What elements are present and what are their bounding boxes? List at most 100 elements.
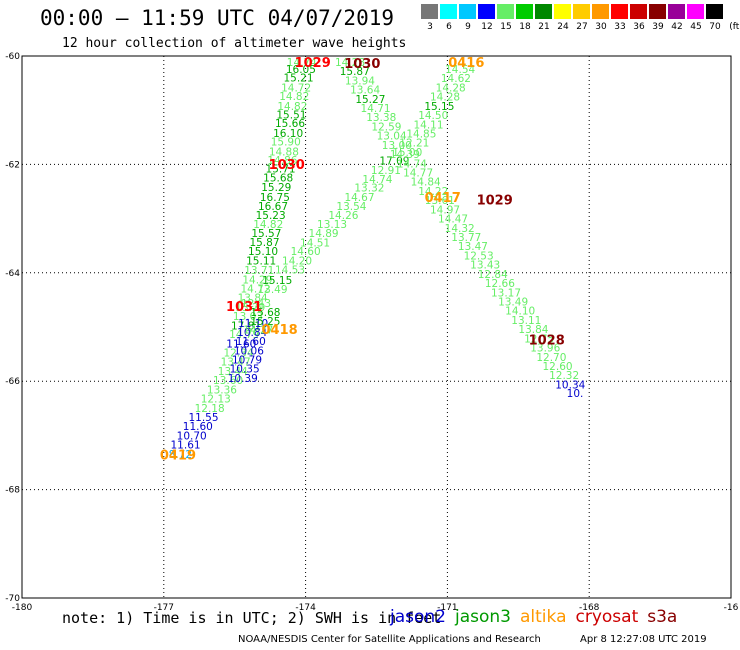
wave-height-label: 14.28 bbox=[430, 92, 460, 104]
wave-height-label: 12.53 bbox=[464, 250, 494, 262]
legend-label: 21 bbox=[538, 22, 550, 32]
wave-height-label: 10.35 bbox=[230, 364, 260, 376]
pass-time-label: 1029 bbox=[295, 56, 331, 71]
wave-height-label: 13.84 bbox=[518, 324, 548, 336]
wave-height-label: 11.60 bbox=[183, 421, 213, 433]
legend-label: 12 bbox=[481, 22, 493, 32]
wave-height-label: 16.05 bbox=[286, 64, 316, 76]
legend-label: 70 bbox=[709, 22, 721, 32]
pass-time-label: 0418 bbox=[262, 323, 298, 338]
wave-height-label: 14.27 bbox=[243, 325, 273, 337]
satellite-label-altika: altika bbox=[520, 607, 567, 627]
legend-swatch bbox=[554, 4, 571, 19]
wave-height-label: 13.64 bbox=[350, 85, 380, 97]
x-tick-label: -171 bbox=[437, 603, 457, 613]
wave-height-label: 14.62 bbox=[441, 73, 471, 85]
timestamp-text: Apr 8 12:27:08 UTC 2019 bbox=[580, 634, 707, 645]
wave-height-label: 14.82 bbox=[253, 219, 283, 231]
legend-swatch bbox=[497, 4, 514, 19]
satellite-label-jason3: jason3 bbox=[455, 607, 511, 627]
wave-height-label: 13.11 bbox=[511, 315, 541, 327]
wave-height-label: 15.51 bbox=[276, 110, 306, 122]
wave-height-label: 15.71 bbox=[266, 164, 296, 176]
y-tick-label: -66 bbox=[5, 377, 20, 387]
pass-time-label: 1031 bbox=[226, 300, 262, 315]
wave-height-label: 10.79 bbox=[232, 355, 262, 367]
wave-height-label: 14.84 bbox=[411, 177, 441, 189]
wave-height-label: 14.54 bbox=[445, 64, 475, 76]
wave-height-label: 10. bbox=[567, 388, 584, 400]
wave-height-label: 14.74 bbox=[362, 174, 392, 186]
wave-height-label: 15.68 bbox=[250, 307, 280, 319]
wave-height-label: 14.53 bbox=[275, 265, 305, 277]
wave-height-label: 13.44 bbox=[218, 366, 248, 378]
pass-time-label: 1030 bbox=[344, 57, 380, 72]
wave-height-label: 11.61 bbox=[171, 440, 201, 452]
wave-height-label: 10.34 bbox=[555, 379, 585, 391]
legend-label: 30 bbox=[595, 22, 607, 32]
wave-height-label: 15.27 bbox=[355, 94, 385, 106]
wave-height-label: 15.23 bbox=[256, 210, 286, 222]
satellite-label-cryosat: cryosat bbox=[575, 607, 639, 627]
wave-height-label: 11.55 bbox=[188, 412, 218, 424]
wave-height-label: 14.28 bbox=[436, 82, 466, 94]
wave-height-label: 10.84 bbox=[237, 327, 267, 339]
legend-swatch bbox=[592, 4, 609, 19]
wave-height-label: 12.84 bbox=[478, 269, 508, 281]
legend-swatch bbox=[706, 4, 723, 19]
x-tick-label: -174 bbox=[295, 603, 316, 613]
wave-height-label: 14.28 bbox=[335, 57, 365, 69]
wave-height-label: 15.00 bbox=[392, 147, 422, 159]
wave-height-label: 13.13 bbox=[317, 219, 347, 231]
wave-height-label: 13.38 bbox=[366, 112, 396, 124]
wave-height-label: 15.68 bbox=[263, 172, 293, 184]
credit-text: NOAA/NESDIS Center for Satellite Applica… bbox=[238, 634, 541, 645]
wave-height-label: 13.60 bbox=[213, 375, 243, 387]
wave-height-label: 13.84 bbox=[238, 293, 268, 305]
wave-height-label: 14.89 bbox=[309, 228, 339, 240]
wave-height-label: 14.32 bbox=[445, 223, 475, 235]
wave-height-label: 14.10 bbox=[505, 306, 535, 318]
map-title: 00:00 – 11:59 UTC 04/07/2019 bbox=[40, 6, 395, 30]
note-text: note: 1) Time is in UTC; 2) SWH is in fe… bbox=[62, 609, 442, 627]
legend-swatch bbox=[478, 4, 495, 19]
wave-height-label: 15.66 bbox=[275, 118, 305, 130]
wave-height-label: 14.82 bbox=[279, 91, 309, 103]
wave-height-label: 14.71 bbox=[361, 103, 391, 115]
y-tick-label: -64 bbox=[5, 269, 20, 279]
wave-height-label: 14.11 bbox=[413, 119, 443, 131]
wave-height-label: 13.17 bbox=[491, 287, 521, 299]
wave-height-label: 16.10 bbox=[273, 128, 303, 140]
wave-height-label: 15.90 bbox=[271, 137, 301, 149]
wave-height-label: 13.47 bbox=[458, 241, 488, 253]
wave-height-label: 13.43 bbox=[470, 260, 500, 272]
legend-swatch bbox=[440, 4, 457, 19]
wave-height-label: 14.26 bbox=[328, 210, 358, 222]
wave-height-label: 13.32 bbox=[354, 183, 384, 195]
wave-height-label: 13.49 bbox=[257, 284, 287, 296]
y-tick-label: -68 bbox=[5, 486, 20, 496]
wave-height-label: 11.60 bbox=[236, 336, 266, 348]
wave-height-label: 14.97 bbox=[430, 204, 460, 216]
wave-height-label: 14.74 bbox=[397, 158, 427, 170]
wave-height-label: 13.71 bbox=[244, 265, 274, 277]
legend-label: 33 bbox=[614, 22, 626, 32]
legend-label: 39 bbox=[652, 22, 664, 32]
x-tick-label: -16 bbox=[724, 603, 739, 613]
wave-height-label: 12.70 bbox=[536, 352, 566, 364]
wave-height-label: 13.47 bbox=[221, 357, 251, 369]
wave-height-label: 14.29 bbox=[242, 274, 272, 286]
wave-height-label: 12.75 bbox=[524, 333, 554, 345]
satellite-key: jason2 jason3 altika cryosat s3a bbox=[390, 607, 686, 627]
legend-label: 45 bbox=[690, 22, 702, 32]
wave-height-label: 15.11 bbox=[246, 255, 276, 267]
wave-height-label: 14.22 bbox=[418, 186, 448, 198]
legend-label: 36 bbox=[633, 22, 645, 32]
wave-height-label: 14.86 bbox=[267, 155, 297, 167]
wave-height-label: 15.25 bbox=[250, 316, 280, 328]
legend-swatch bbox=[421, 4, 438, 19]
wave-height-label: 12.32 bbox=[549, 370, 579, 382]
legend-label: 27 bbox=[576, 22, 588, 32]
legend-swatch bbox=[459, 4, 476, 19]
